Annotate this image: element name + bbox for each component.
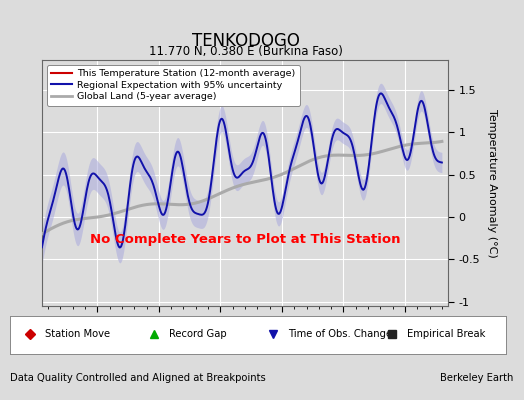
Legend: This Temperature Station (12-month average), Regional Expectation with 95% uncer: This Temperature Station (12-month avera… [47,65,300,106]
Y-axis label: Temperature Anomaly (°C): Temperature Anomaly (°C) [487,109,497,257]
Text: Data Quality Controlled and Aligned at Breakpoints: Data Quality Controlled and Aligned at B… [10,373,266,383]
Text: Time of Obs. Change: Time of Obs. Change [288,329,392,339]
Text: TENKODOGO: TENKODOGO [192,32,300,50]
Text: Record Gap: Record Gap [169,329,226,339]
Text: 11.770 N, 0.380 E (Burkina Faso): 11.770 N, 0.380 E (Burkina Faso) [149,45,343,58]
Text: Station Move: Station Move [45,329,110,339]
Text: Berkeley Earth: Berkeley Earth [440,373,514,383]
Text: No Complete Years to Plot at This Station: No Complete Years to Plot at This Statio… [90,233,400,246]
Text: Empirical Break: Empirical Break [407,329,485,339]
